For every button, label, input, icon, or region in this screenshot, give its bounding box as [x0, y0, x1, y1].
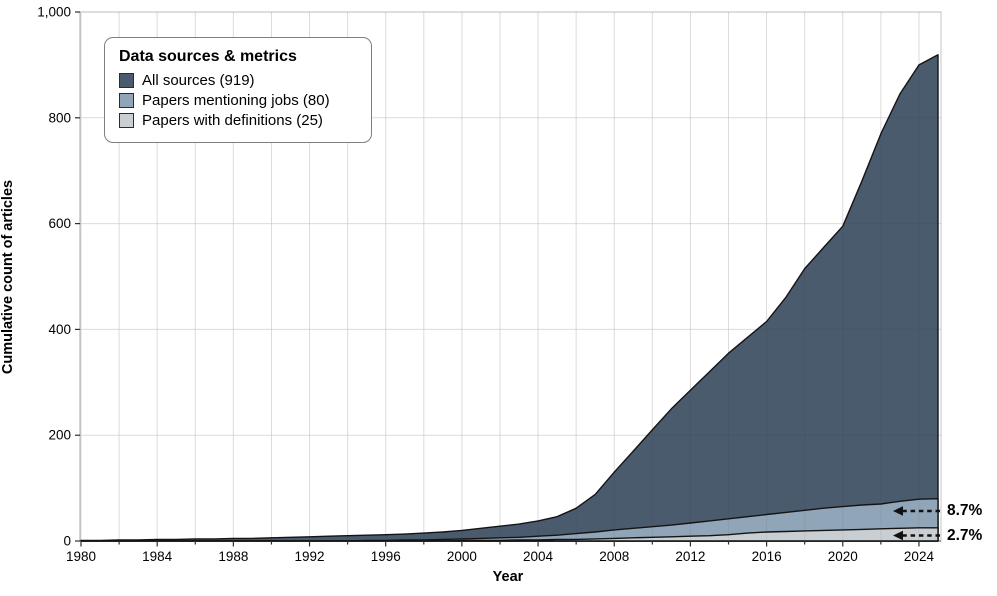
legend-item-1: Papers mentioning jobs (80): [119, 92, 357, 109]
annotation-definitions-percent: 2.7%: [947, 527, 983, 544]
y-tick-label: 0: [63, 534, 71, 549]
x-tick-label: 1984: [142, 549, 173, 564]
area-series-2: [80, 527, 939, 542]
legend-item-label: Papers with definitions (25): [142, 112, 323, 129]
x-tick-label: 1980: [66, 549, 96, 564]
y-tick-label: 400: [48, 322, 71, 337]
legend-item-label: Papers mentioning jobs (80): [142, 92, 330, 109]
y-tick-label: 200: [48, 428, 71, 443]
legend-title: Data sources & metrics: [119, 48, 297, 65]
arrow-left-icon: [893, 530, 903, 541]
legend-item-2: Papers with definitions (25): [119, 112, 357, 129]
legend-swatch-icon: [119, 113, 134, 128]
x-tick-label: 2024: [904, 549, 935, 564]
y-tick-label: 800: [48, 110, 71, 125]
x-tick-label: 2012: [675, 549, 705, 564]
x-tick-label: 2004: [523, 549, 554, 564]
y-tick-label: 600: [48, 216, 71, 231]
x-tick-label: 2020: [828, 549, 858, 564]
x-tick-label: 2016: [752, 549, 782, 564]
legend: Data sources & metrics All sources (919)…: [104, 37, 372, 143]
legend-items: All sources (919) Papers mentioning jobs …: [119, 72, 357, 129]
x-axis-title: Year: [492, 569, 524, 585]
y-axis-title: Cumulative count of articles: [0, 179, 16, 375]
legend-item-0: All sources (919): [119, 72, 357, 89]
x-tick-label: 1992: [295, 549, 325, 564]
x-tick-label: 1996: [371, 549, 401, 564]
annotation-jobs-percent: 8.7%: [947, 502, 983, 519]
x-tick-label: 2000: [447, 549, 477, 564]
area-series-0: [80, 54, 939, 542]
legend-item-label: All sources (919): [142, 72, 255, 89]
x-tick-label: 2008: [599, 549, 629, 564]
legend-swatch-icon: [119, 73, 134, 88]
x-tick-label: 1988: [218, 549, 248, 564]
arrow-left-icon: [893, 506, 903, 516]
legend-swatch-icon: [119, 93, 134, 108]
y-tick-label: 1,000: [37, 5, 71, 20]
